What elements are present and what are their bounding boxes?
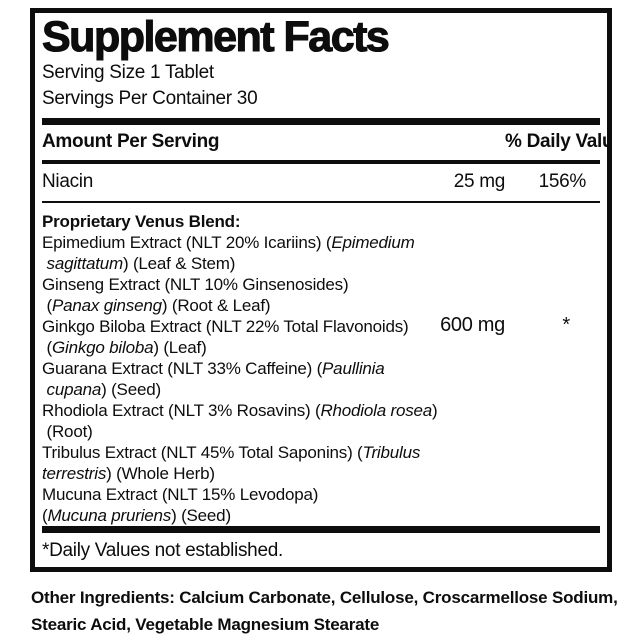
blend-line: Epimedium Extract (NLT 20% Icariins) (Ep… [42,233,415,252]
blend-ingredient-lines: Proprietary Venus Blend: Epimedium Extrac… [42,211,600,526]
blend-line: Mucuna Extract (NLT 15% Levodopa) [42,485,319,504]
blend-line: (Mucuna pruriens) (Seed) [42,506,231,525]
blend-line: Proprietary Venus Blend: [42,212,241,231]
blend-line: (Root) [42,422,93,441]
other-ingredients-line: Stearic Acid, Vegetable Magnesium Steara… [31,615,380,634]
blend-daily-value-asterisk: * [562,314,570,336]
nutrient-daily-value: 156% [538,171,587,192]
blend-line: Ginkgo Biloba Extract (NLT 22% Total Fla… [42,317,409,336]
blend-line: Guarana Extract (NLT 33% Caffeine) (Paul… [42,359,385,378]
column-header-row: Amount Per Serving % Daily Value [42,125,612,160]
blend-line: (Panax ginseng) (Root & Leaf) [42,296,271,315]
serving-size: Serving Size 1 Tablet [42,62,214,83]
other-ingredients: Other Ingredients: Calcium Carbonate, Ce… [31,584,631,638]
blend-line: Ginseng Extract (NLT 10% Ginsenosides) [42,275,349,294]
blend-line: Rhodiola Extract (NLT 3% Rosavins) (Rhod… [42,401,438,420]
divider-thick-top [42,118,600,125]
blend-amount: 600 mg [440,314,505,336]
blend-line: terrestris) (Whole Herb) [42,464,215,483]
servings-per-container: Servings Per Container 30 [42,88,258,109]
nutrient-name: Niacin [42,171,93,192]
daily-value-header: % Daily Value [505,131,612,152]
daily-value-footnote: *Daily Values not established. [42,540,283,561]
blend-line: sagittatum) (Leaf & Stem) [46,254,236,273]
divider-thin [42,201,600,203]
divider-thick-bottom [42,526,600,533]
proprietary-blend-section: Proprietary Venus Blend: Epimedium Extrac… [42,203,600,526]
blend-line: (Ginkgo biloba) (Leaf) [42,338,207,357]
nutrient-row-niacin: Niacin 25 mg 156% [42,164,600,201]
divider-medium [42,160,600,164]
blend-line: Tribulus Extract (NLT 45% Total Saponins… [42,443,421,462]
blend-line: cupana) (Seed) [46,380,162,399]
supplement-facts-panel: Supplement Facts Serving Size 1 Tablet S… [30,8,612,572]
other-ingredients-line: Other Ingredients: Calcium Carbonate, Ce… [31,588,618,607]
amount-per-serving-header: Amount Per Serving [42,131,220,152]
nutrient-amount: 25 mg [453,171,506,192]
panel-title: Supplement Facts [41,13,390,61]
